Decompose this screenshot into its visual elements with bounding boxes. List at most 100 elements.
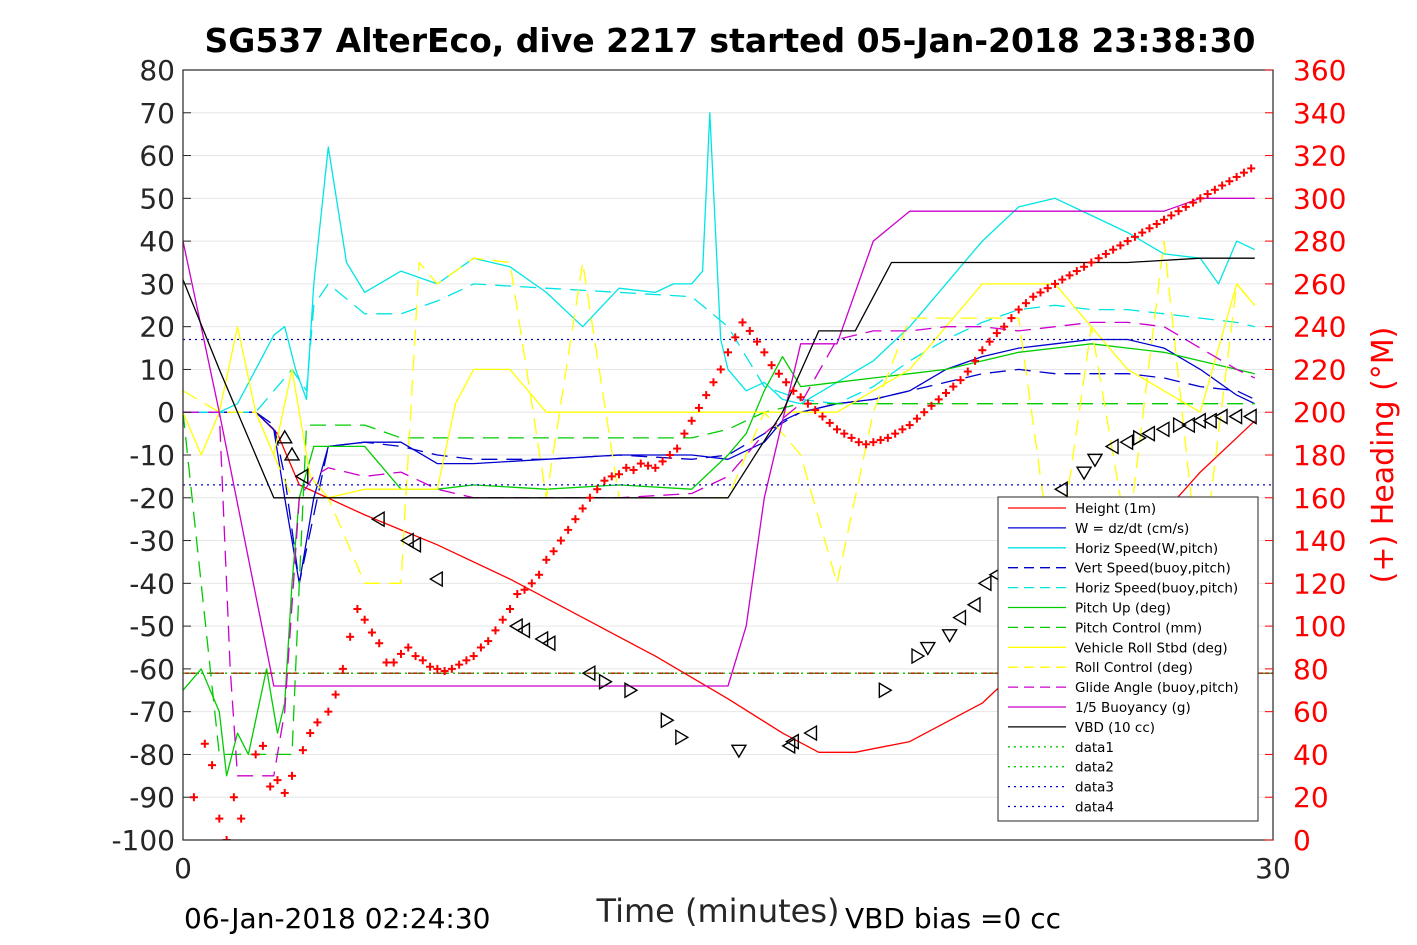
heading-point (535, 570, 544, 579)
right-tick-label: 280 (1293, 225, 1346, 258)
heading-point (971, 356, 980, 365)
heading-point (920, 408, 929, 417)
height-marker (730, 744, 748, 759)
heading-point (883, 433, 892, 442)
heading-point (1101, 249, 1110, 258)
legend-label: Pitch Control (mm) (1075, 620, 1202, 636)
height-marker (1181, 416, 1196, 434)
height-marker (977, 575, 992, 592)
right-tick-label: 20 (1293, 781, 1329, 814)
y-tick-label: -10 (129, 439, 175, 472)
y-tick-label: 10 (139, 353, 175, 386)
height-marker (941, 629, 958, 644)
height-marker (1242, 408, 1257, 425)
heading-point (687, 416, 696, 425)
right-tick-label: 260 (1293, 268, 1346, 301)
heading-point (1189, 198, 1198, 207)
heading-point (644, 461, 653, 470)
height-marker (598, 673, 613, 690)
heading-points (189, 164, 1256, 840)
heading-point (411, 652, 420, 661)
heading-point (462, 656, 471, 665)
y-tick-label: -90 (129, 781, 175, 814)
heading-point (985, 337, 994, 346)
heading-point (956, 376, 965, 385)
heading-point (803, 399, 812, 408)
heading-point (447, 664, 456, 673)
heading-point (208, 761, 217, 770)
heading-point (876, 436, 885, 445)
heading-point (375, 639, 384, 648)
heading-point (426, 662, 435, 671)
series-line (183, 283, 1255, 413)
y-tick-label: -80 (129, 738, 175, 771)
heading-point (556, 536, 565, 545)
heading-point (949, 382, 958, 391)
y-tick-label: -20 (129, 482, 175, 515)
series-line (183, 283, 1256, 499)
right-tick-label: 340 (1293, 97, 1346, 130)
heading-point (694, 403, 703, 412)
heading-point (840, 429, 849, 438)
heading-point (658, 457, 667, 466)
heading-point (927, 401, 936, 410)
heading-point (455, 660, 464, 669)
heading-point (513, 590, 522, 599)
heading-point (367, 628, 376, 637)
legend-label: data2 (1075, 760, 1114, 776)
heading-point (1123, 237, 1132, 246)
height-marker (803, 724, 818, 742)
heading-point (1138, 228, 1147, 237)
heading-point (992, 329, 1001, 338)
heading-point (1058, 275, 1067, 284)
heading-point (724, 348, 732, 357)
y-tick-label: -60 (129, 653, 175, 686)
heading-point (593, 485, 602, 494)
y-tick-label: 60 (139, 140, 175, 173)
heading-point (1094, 254, 1103, 263)
heading-point (811, 406, 820, 415)
heading-point (1007, 314, 1016, 323)
heading-point (847, 433, 856, 442)
y-tick-label: -100 (111, 824, 175, 857)
right-tick-label: 40 (1293, 738, 1329, 771)
chart-title: SG537 AlterEco, dive 2217 started 05-Jan… (204, 21, 1255, 60)
height-marker (1075, 466, 1093, 481)
right-tick-label: 220 (1293, 353, 1346, 386)
series-line (183, 240, 1256, 584)
heading-point (607, 472, 616, 481)
right-tick-label: 320 (1293, 140, 1346, 173)
heading-point (338, 664, 347, 673)
heading-point (636, 459, 645, 468)
heading-point (753, 337, 762, 346)
heading-point (673, 444, 682, 453)
legend-label: Glide Angle (buoy,pitch) (1075, 680, 1239, 696)
heading-point (1116, 241, 1125, 250)
right-axis-label: (+) Heading (°M) (1366, 327, 1401, 584)
heading-point (353, 605, 362, 613)
right-tick-label: 360 (1293, 54, 1346, 87)
height-marker (1155, 421, 1170, 438)
heading-point (520, 585, 529, 594)
right-tick-label: 60 (1293, 696, 1329, 729)
right-tick-label: 180 (1293, 439, 1346, 472)
heading-point (1239, 168, 1248, 177)
height-marker (1141, 425, 1156, 442)
y-tick-label: 50 (139, 182, 175, 215)
heading-point (1174, 207, 1183, 216)
legend-label: Horiz Speed(W,pitch) (1075, 541, 1218, 557)
heading-point (1029, 292, 1038, 301)
series-line (183, 257, 1255, 499)
heading-point (934, 395, 943, 404)
legend-label: 1/5 Buoyancy (g) (1075, 700, 1191, 716)
heading-point (905, 421, 914, 430)
y-tick-label: 20 (139, 311, 175, 344)
heading-point (796, 393, 805, 402)
heading-point (978, 346, 987, 355)
height-marker (624, 682, 639, 699)
heading-point (1145, 224, 1154, 233)
heading-point (1203, 190, 1212, 199)
heading-point (306, 729, 315, 738)
height-marker (294, 468, 309, 485)
